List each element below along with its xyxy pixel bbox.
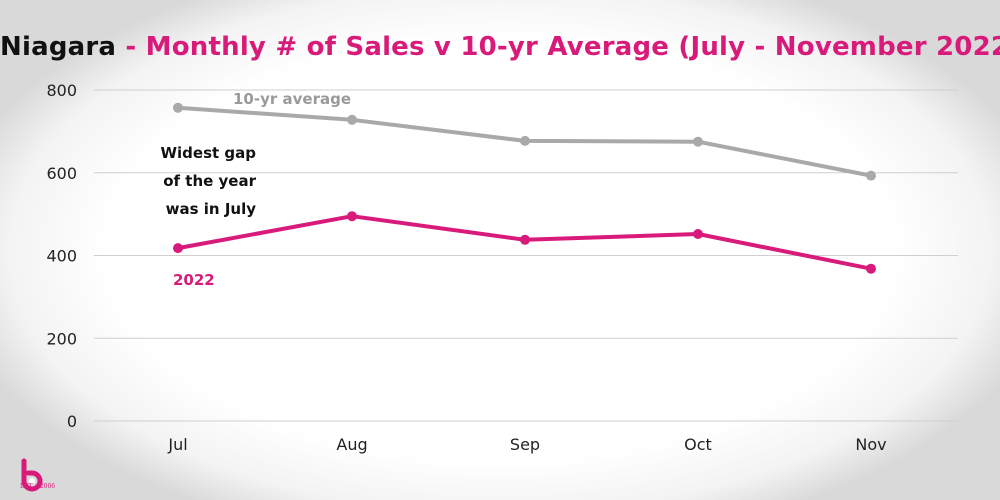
x-tick-label: Sep (510, 435, 540, 454)
y-tick-label: 400 (46, 247, 77, 266)
data-point (347, 114, 357, 125)
data-point (347, 211, 357, 222)
chart-title: Niagara - Monthly # of Sales v 10-yr Ave… (0, 32, 1000, 62)
y-tick-label: 200 (46, 329, 77, 348)
x-tick-label: Nov (855, 435, 886, 454)
data-point (693, 229, 703, 239)
y-tick-label: 0 (67, 412, 77, 431)
y-tick-label: 800 (46, 81, 77, 100)
data-point (520, 135, 530, 146)
x-tick-label: Jul (167, 435, 187, 454)
data-point (693, 136, 703, 147)
data-point (173, 243, 183, 254)
x-tick-label: Aug (336, 435, 367, 454)
annotation-line-1: Widest gap (160, 144, 256, 162)
y-axis-ticks: 0 200 400 600 800 (46, 81, 77, 431)
x-axis-ticks: Jul Aug Sep Oct Nov (167, 435, 886, 454)
data-point (520, 234, 530, 245)
series-label-2022: 2022 (173, 271, 215, 289)
annotation-line-3: was in July (166, 200, 257, 218)
y-tick-label: 600 (46, 164, 77, 183)
series-label-average: 10-yr average (233, 90, 351, 108)
data-point (173, 102, 183, 113)
data-point (866, 263, 876, 274)
x-tick-label: Oct (684, 435, 712, 454)
annotation-line-2: of the year (163, 172, 256, 190)
title-region: Niagara (0, 32, 117, 62)
logo-text: EST • 2006 (20, 483, 56, 490)
series-points (173, 102, 876, 274)
brand-logo-icon (21, 458, 43, 492)
title-subtitle: - Monthly # of Sales v 10-yr Average (Ju… (116, 32, 1000, 62)
data-point (866, 170, 876, 181)
